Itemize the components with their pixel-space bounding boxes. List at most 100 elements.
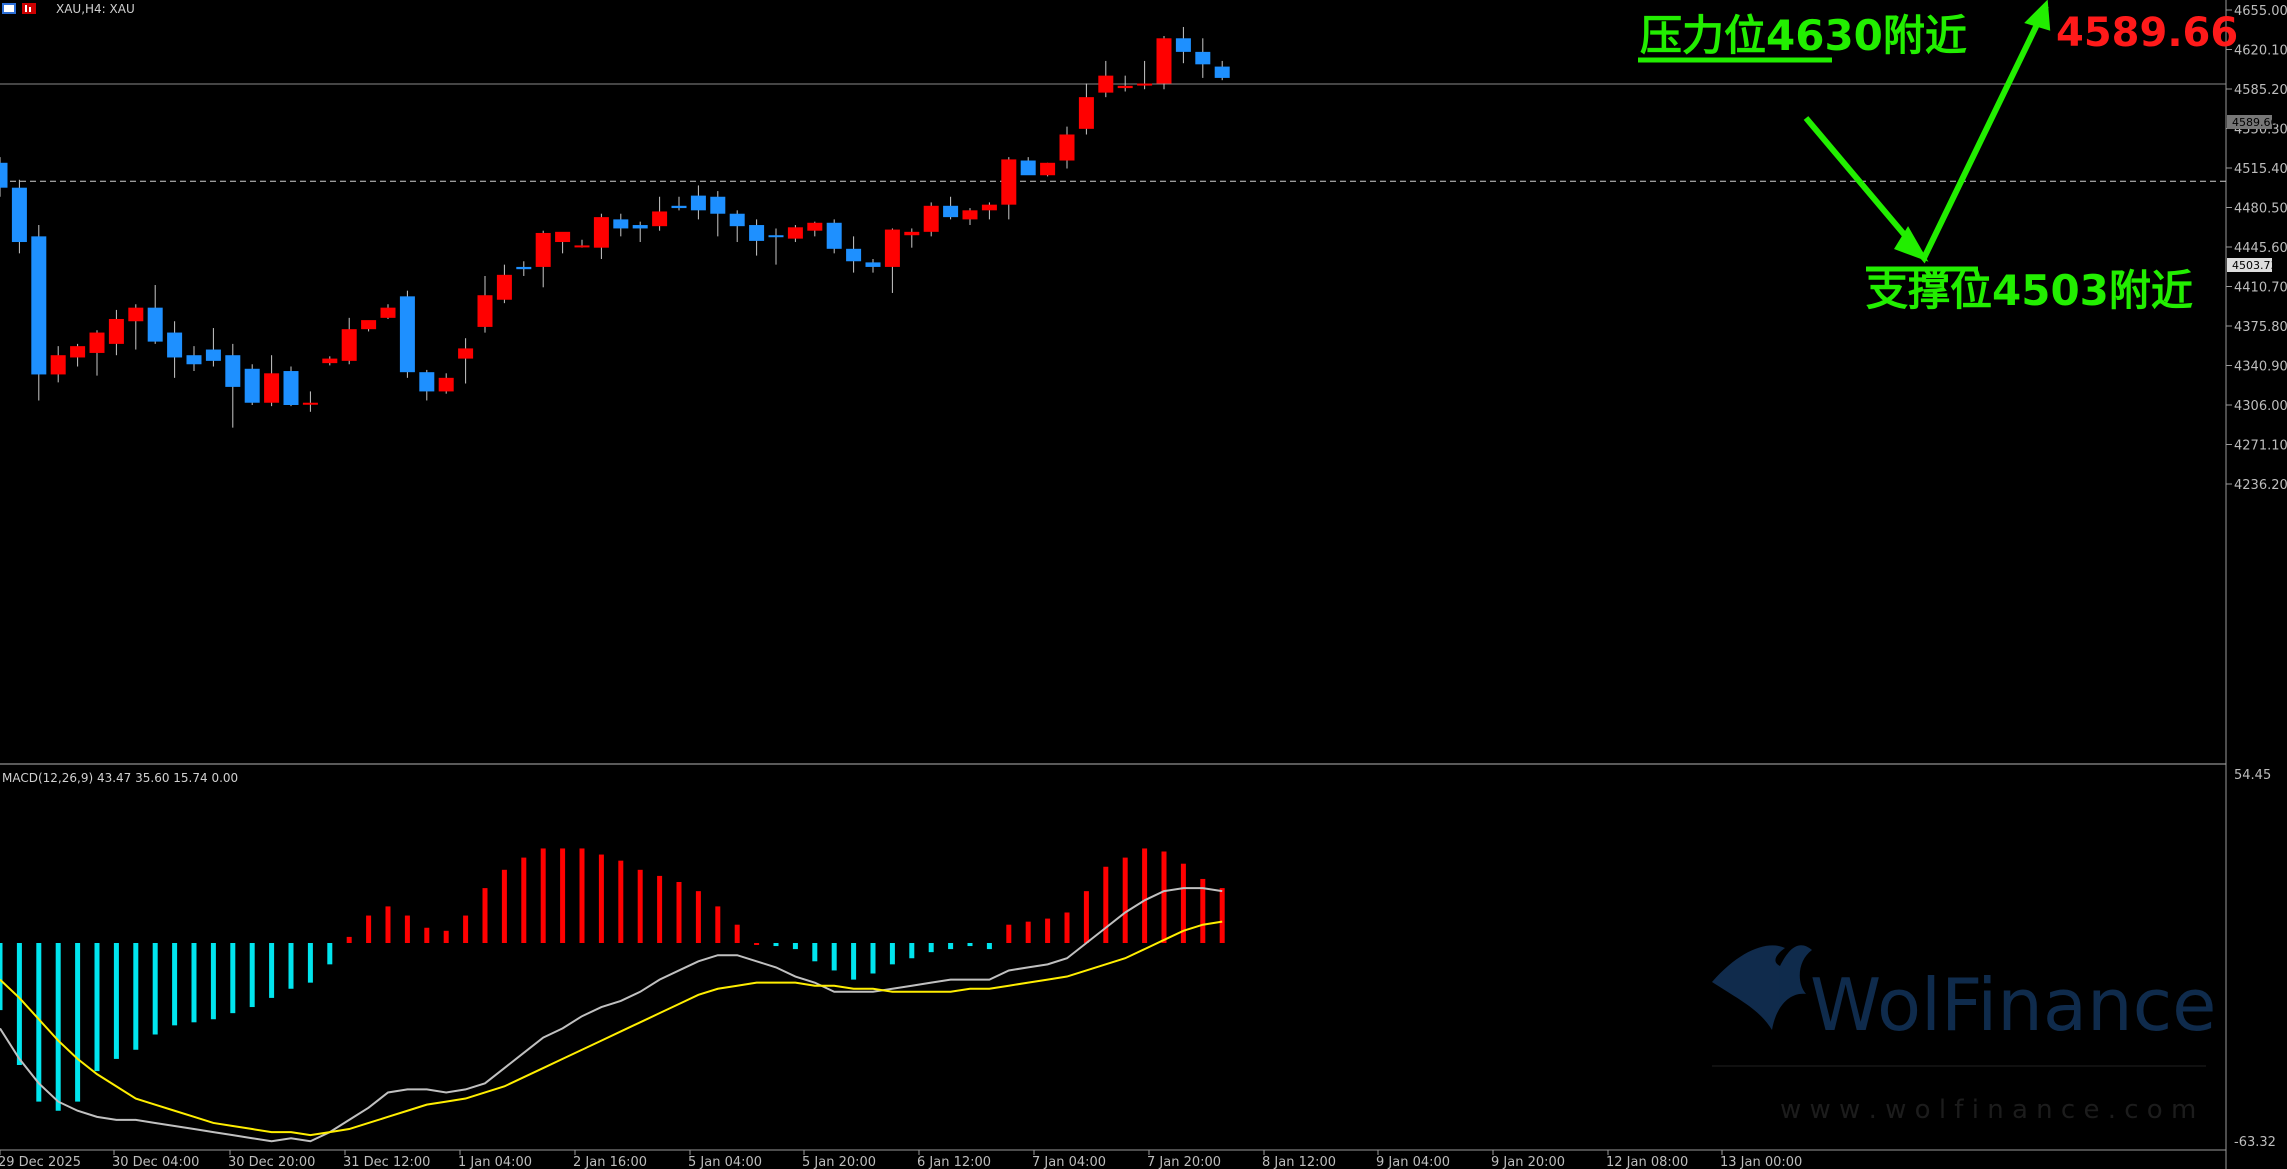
candle-body xyxy=(652,211,668,227)
time-label: 7 Jan 04:00 xyxy=(1032,1155,1106,1169)
current-price-tag: 4589.66 xyxy=(2227,115,2278,129)
macd-histogram-bar xyxy=(734,924,740,943)
price-tick-label: 4620.10 xyxy=(2234,44,2287,59)
price-tick-label: 4655.00 xyxy=(2234,4,2287,19)
macd-histogram-bar xyxy=(986,943,992,950)
macd-histogram-bar xyxy=(909,943,915,959)
candle-body xyxy=(1137,83,1153,86)
candle-body xyxy=(50,355,66,375)
forecast-arrow-down xyxy=(1894,226,1929,262)
candle-body xyxy=(108,318,124,344)
support-label: 支撑位4503附近 xyxy=(1866,266,2193,315)
price-tick-label: 4236.20 xyxy=(2234,478,2287,493)
candle-body xyxy=(477,295,493,327)
macd-histogram-bar xyxy=(463,915,469,943)
price-tick-label: 4410.70 xyxy=(2234,281,2287,296)
candle-body xyxy=(690,195,706,211)
price-tick-label: 4306.00 xyxy=(2234,399,2287,414)
candlestick-series xyxy=(0,26,1230,428)
watermark-brand: WolFinance xyxy=(1810,963,2216,1047)
time-label: 29 Dec 2025 xyxy=(0,1155,81,1169)
resistance-label: 压力位4630附近 xyxy=(1640,11,1967,60)
macd-indicator xyxy=(0,848,1225,1143)
macd-histogram-bar xyxy=(618,860,624,943)
candle-body xyxy=(244,368,260,403)
macd-histogram-bar xyxy=(0,943,3,1011)
horizontal-lines xyxy=(0,83,2226,182)
macd-histogram-bar xyxy=(307,943,313,983)
macd-histogram-bar xyxy=(152,943,158,1035)
macd-histogram-bar xyxy=(424,927,430,943)
macd-histogram-bar xyxy=(191,943,197,1023)
wolf-logo-icon xyxy=(1712,945,1812,1030)
macd-histogram-bar xyxy=(1064,912,1070,943)
macd-histogram-bar xyxy=(404,915,410,943)
macd-histogram-bar xyxy=(1045,918,1051,943)
macd-histogram-bar xyxy=(443,930,449,943)
macd-histogram-bar xyxy=(249,943,255,1008)
macd-histogram-bar xyxy=(94,943,100,1072)
macd-histogram-bar xyxy=(1219,888,1225,943)
time-label: 7 Jan 20:00 xyxy=(1147,1155,1221,1169)
macd-axis-top: 54.45 xyxy=(2234,768,2271,783)
macd-histogram-bar xyxy=(812,943,818,962)
macd-histogram-bar xyxy=(269,943,275,998)
macd-histogram-bar xyxy=(210,943,216,1020)
price-tick-label: 4340.90 xyxy=(2234,360,2287,375)
macd-histogram-bar xyxy=(870,943,876,974)
macd-histogram-bar xyxy=(1103,866,1109,943)
macd-label: MACD(12,26,9) 43.47 35.60 15.74 0.00 xyxy=(2,771,238,785)
price-tick-label: 4585.20 xyxy=(2234,83,2287,98)
time-label: 9 Jan 04:00 xyxy=(1376,1155,1450,1169)
macd-histogram-bar xyxy=(754,943,760,945)
candle-body xyxy=(31,236,47,375)
candle-body xyxy=(632,225,648,229)
macd-histogram-bar xyxy=(598,854,604,943)
wolfinance-watermark: WolFinance w w w . w o l f i n a n c e .… xyxy=(1712,945,2216,1125)
time-label: 8 Jan 12:00 xyxy=(1262,1155,1336,1169)
macd-histogram-bar xyxy=(385,906,391,943)
macd-histogram-bar xyxy=(1161,851,1167,943)
macd-histogram-bar xyxy=(501,869,507,943)
analysis-annotations: 压力位4630附近 支撑位4503附近 4589.66 xyxy=(1638,0,2238,315)
candle-body xyxy=(962,210,978,220)
candle-body xyxy=(593,217,609,248)
macd-histogram-bar xyxy=(579,848,585,943)
candle-body xyxy=(11,187,27,243)
macd-histogram-bar xyxy=(1006,924,1012,943)
candle-body xyxy=(89,332,105,353)
candle-body xyxy=(264,373,280,403)
macd-histogram-bar xyxy=(327,943,333,965)
time-label: 30 Dec 20:00 xyxy=(228,1155,315,1169)
macd-histogram-bar xyxy=(113,943,119,1059)
time-label: 6 Jan 12:00 xyxy=(917,1155,991,1169)
candle-body xyxy=(865,262,881,267)
macd-histogram-bar xyxy=(16,943,22,1065)
macd-histogram-bar xyxy=(831,943,837,971)
price-tick-label: 4480.50 xyxy=(2234,202,2287,217)
macd-histogram-bar xyxy=(36,943,42,1102)
candle-body xyxy=(186,355,202,365)
time-label: 5 Jan 20:00 xyxy=(802,1155,876,1169)
price-tick-label: 4445.60 xyxy=(2234,241,2287,256)
macd-histogram-bar xyxy=(1200,878,1206,943)
macd-histogram-bar xyxy=(1180,863,1186,943)
candle-body xyxy=(302,402,318,405)
bars-icon-bar xyxy=(29,7,31,12)
watermark-url: w w w . w o l f i n a n c e . c o m xyxy=(1780,1095,2196,1125)
time-label: 5 Jan 04:00 xyxy=(688,1155,762,1169)
macd-histogram-bar xyxy=(1025,921,1031,943)
macd-histogram-bar xyxy=(676,882,682,943)
candle-body xyxy=(1156,38,1172,84)
symbol-label: XAU,H4: XAU xyxy=(56,2,135,16)
macd-histogram-bar xyxy=(695,891,701,943)
macd-histogram-bar xyxy=(851,943,857,980)
svg-text:4589.66: 4589.66 xyxy=(2232,116,2278,129)
svg-text:4503.73: 4503.73 xyxy=(2232,259,2278,272)
macd-histogram-bar xyxy=(1122,857,1128,943)
candle-body xyxy=(1117,85,1133,89)
candle-body xyxy=(729,213,745,227)
candle-body xyxy=(516,266,532,270)
candle-body xyxy=(981,204,997,211)
